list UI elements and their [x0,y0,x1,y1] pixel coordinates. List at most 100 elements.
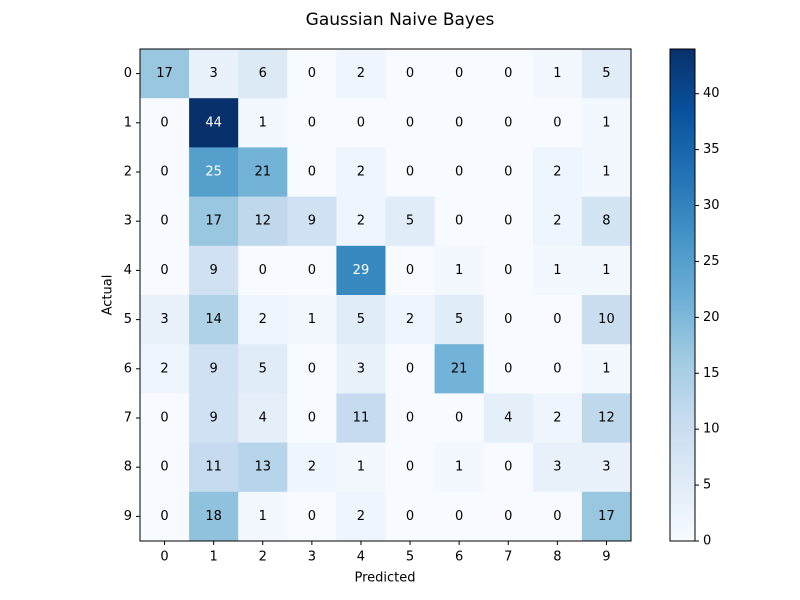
heatmap-cell [581,491,632,542]
heatmap-cell [483,98,534,148]
heatmap-cell [532,442,583,493]
cell-label: 2 [406,312,414,327]
cell-label: 0 [308,411,316,426]
cell-label: 12 [598,411,615,426]
cell-label: 0 [160,263,168,278]
heatmap-cell [287,196,337,247]
x-tick-label: 5 [406,550,414,565]
colorbar-tick-label: 5 [703,478,711,493]
heatmap-cell [385,393,436,444]
y-tick-label: 1 [124,115,132,130]
cell-label: 1 [455,460,463,475]
heatmap-cell [385,196,436,247]
x-tick-label: 1 [210,550,218,565]
cell-label: 0 [406,66,414,81]
heatmap-cell [581,147,632,198]
cell-label: 21 [254,165,271,180]
cell-label: 1 [259,509,267,524]
cell-label: 1 [602,115,610,130]
heatmap-cell [483,344,534,394]
colorbar-tick-label: 30 [703,198,720,213]
heatmap-cell [238,98,288,148]
cell-label: 2 [308,460,316,475]
heatmap-cell [434,393,485,444]
heatmap-cell [581,393,632,444]
x-tick-label: 9 [602,550,610,565]
chart-title: Gaussian Naive Bayes [306,10,495,30]
heatmap-cell [189,295,239,345]
heatmap-cell [434,245,485,296]
heatmap-cell [336,98,386,148]
x-tick-label: 8 [553,550,561,565]
cell-label: 0 [504,165,512,180]
cell-label: 1 [455,263,463,278]
cell-label: 0 [504,263,512,278]
cell-label: 2 [357,214,365,229]
heatmap-cell [336,245,386,296]
heatmap-cell [434,442,485,493]
heatmap-cell [385,344,436,394]
heatmap-cell [581,196,632,247]
cell-label: 1 [602,361,610,376]
heatmap-cell [140,442,190,493]
cell-label: 1 [357,460,365,475]
heatmap-cell [140,245,190,296]
heatmap-cell [483,245,534,296]
heatmap-cell [336,491,386,542]
heatmap-cell [532,491,583,542]
heatmap-cell [434,49,485,99]
cell-label: 17 [156,66,173,81]
cell-label: 0 [455,411,463,426]
cell-label: 0 [357,115,365,130]
heatmap-cell [434,147,485,198]
heatmap-cell [581,442,632,493]
cell-label: 3 [357,361,365,376]
cell-label: 2 [553,214,561,229]
heatmap-cell [336,49,386,99]
y-tick-label: 7 [124,411,132,426]
heatmap-cell [140,491,190,542]
y-tick-label: 6 [124,361,132,376]
cell-label: 21 [451,361,468,376]
cell-label: 0 [455,214,463,229]
heatmap-cell [532,196,583,247]
heatmap-cell [336,295,386,345]
heatmap-cell [140,49,190,99]
cell-label: 0 [160,165,168,180]
heatmap-cell [336,344,386,394]
cell-label: 12 [254,214,271,229]
cell-label: 44 [205,115,222,130]
heatmap-cell [532,344,583,394]
heatmap-cell [238,147,288,198]
heatmap-cell [336,196,386,247]
heatmap-cell [238,491,288,542]
heatmap-cell [238,393,288,444]
cell-label: 3 [553,460,561,475]
cell-label: 0 [455,66,463,81]
cell-label: 0 [504,115,512,130]
cell-label: 3 [160,312,168,327]
heatmap-cell [385,147,436,198]
heatmap-cell [287,491,337,542]
heatmap-cell [140,344,190,394]
heatmap-cell [385,245,436,296]
cell-label: 29 [353,263,370,278]
heatmap-cell [385,491,436,542]
heatmap-cell [483,491,534,542]
cell-label: 2 [357,66,365,81]
heatmap-cell [287,344,337,394]
cell-label: 0 [553,312,561,327]
cell-label: 5 [357,312,365,327]
cell-label: 3 [602,460,610,475]
cell-label: 0 [308,361,316,376]
heatmap-cell [581,295,632,345]
cell-label: 1 [553,66,561,81]
cell-label: 0 [406,165,414,180]
heatmap-cell [189,49,239,99]
cell-label: 0 [553,361,561,376]
heatmap-cell [336,147,386,198]
cell-label: 11 [205,460,222,475]
colorbar-tick-label: 15 [703,366,720,381]
heatmap-cell [532,49,583,99]
y-tick-label: 2 [124,165,132,180]
